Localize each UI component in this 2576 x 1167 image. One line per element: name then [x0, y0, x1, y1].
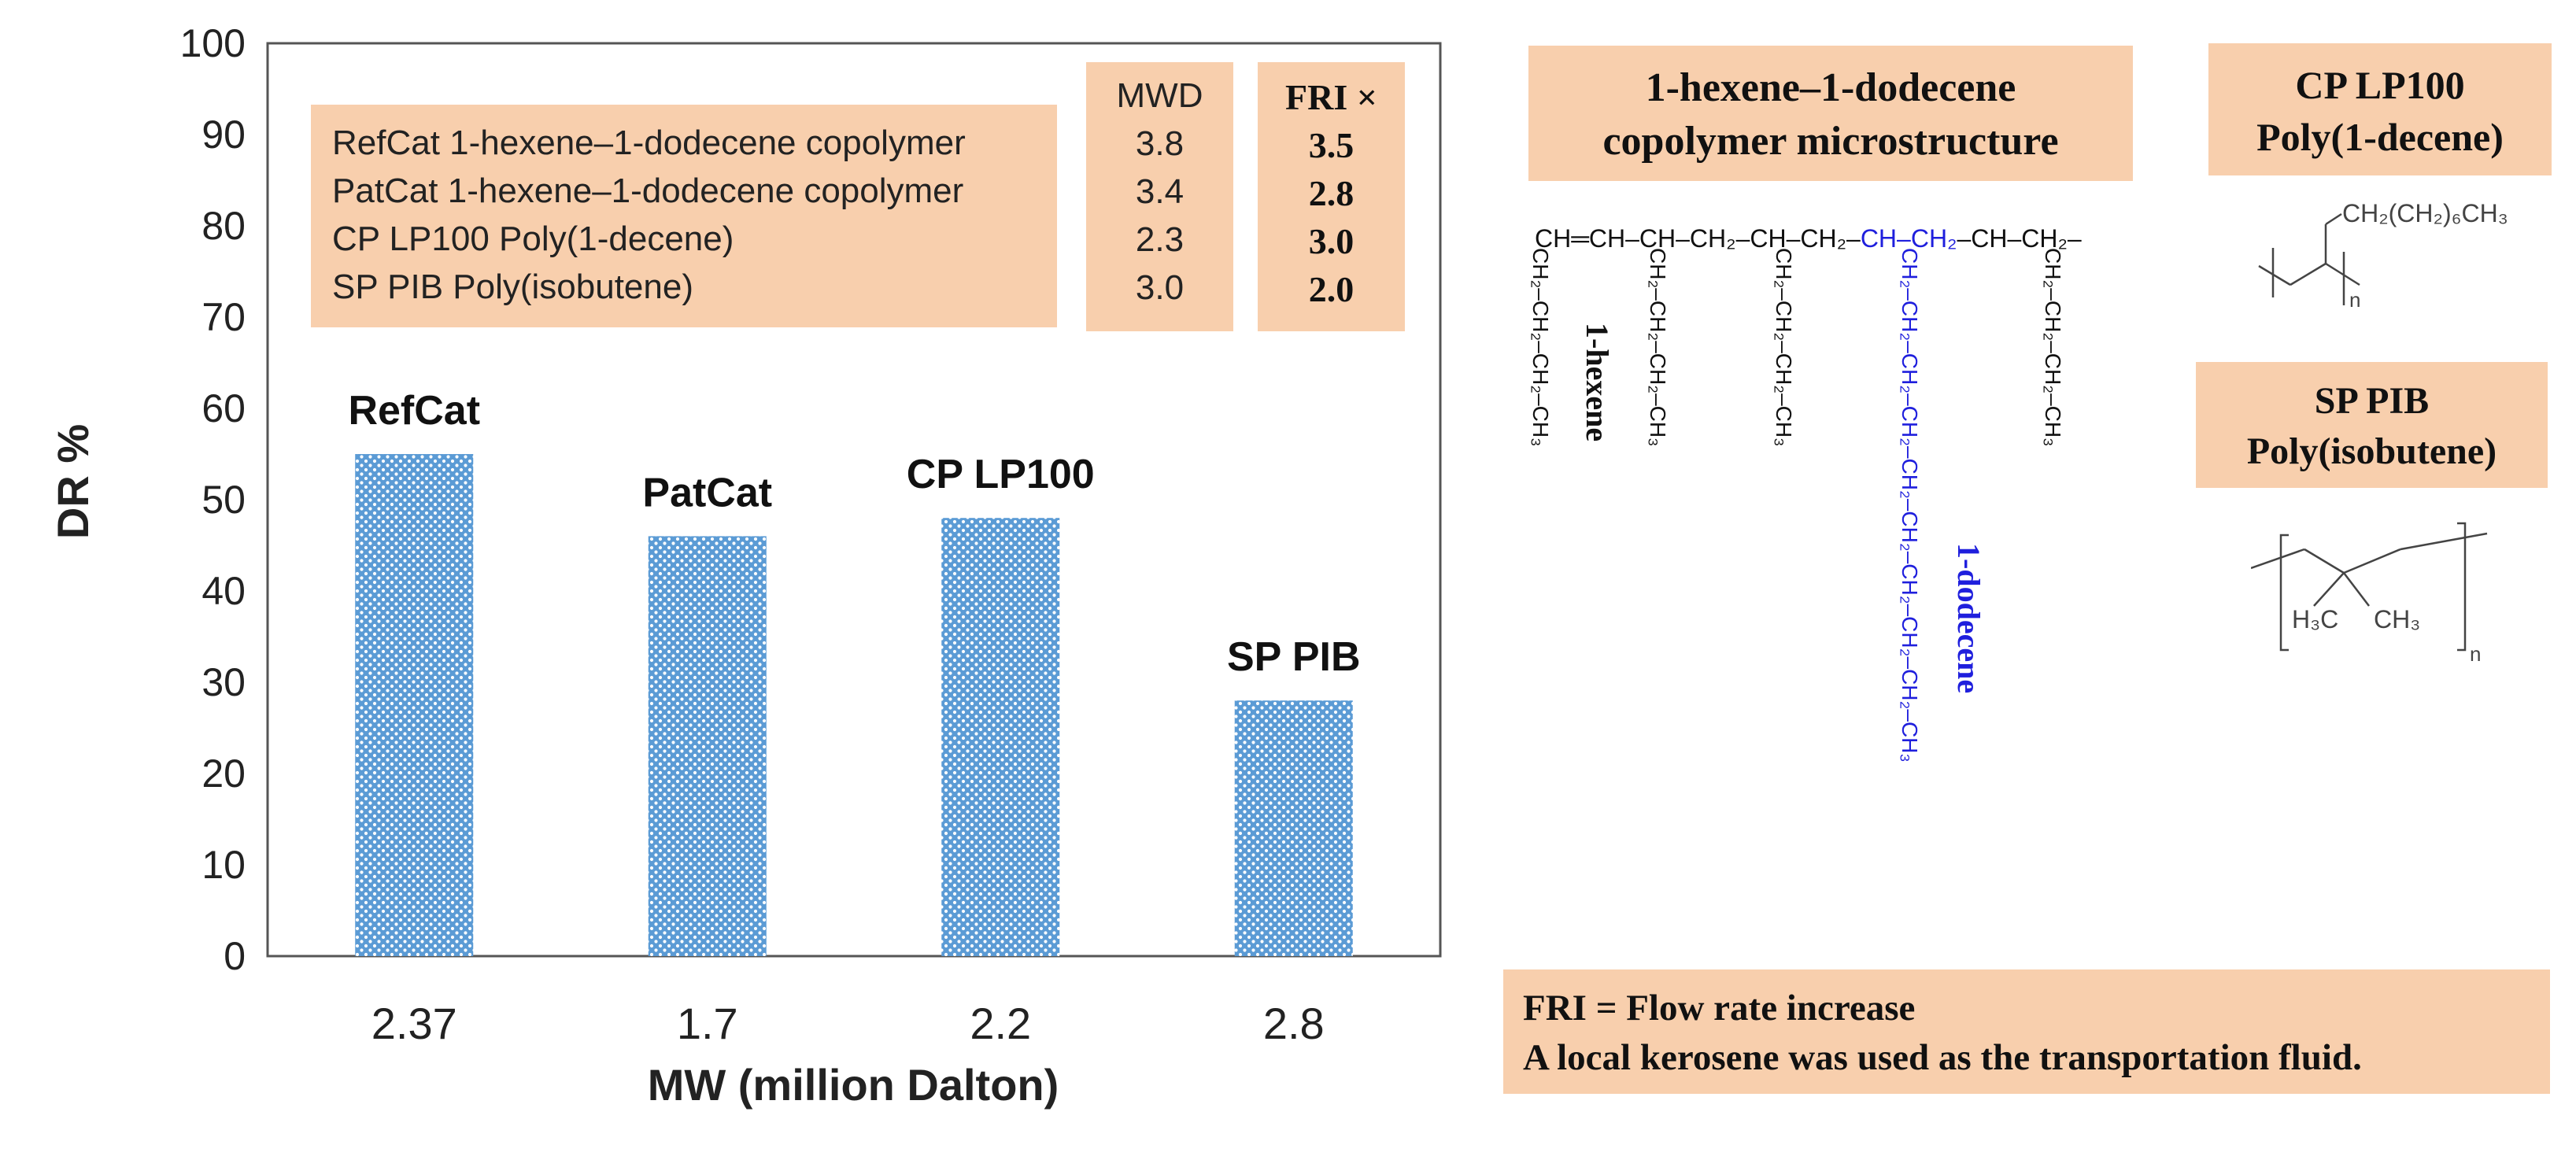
bar-label: PatCat: [642, 470, 772, 515]
fri-value: 3.5: [1308, 125, 1355, 165]
cp-lp100-subtitle: Poly(1-decene): [2256, 115, 2504, 159]
fri-value: 3.0: [1308, 221, 1355, 261]
bar: [941, 518, 1060, 956]
y-tick-label: 40: [201, 569, 246, 613]
pib-methyl-right: CH₃: [2374, 605, 2420, 633]
fri-value: 2.0: [1308, 269, 1355, 309]
y-tick-label: 20: [201, 752, 246, 796]
y-axis-label: DR %: [48, 424, 98, 539]
x-axis-label: MW (million Dalton): [648, 1060, 1059, 1110]
y-tick-label: 10: [201, 843, 246, 887]
hexene-chain-2: CH₂–CH₂–CH₂–CH₃: [1646, 248, 1670, 447]
fri-value: 2.8: [1308, 173, 1355, 213]
x-tick-label: 1.7: [677, 999, 738, 1048]
y-tick-label: 100: [180, 21, 246, 65]
sp-pib-box: SP PIB Poly(isobutene): [2196, 362, 2548, 488]
backbone-tail: –CH–CH₂–: [1957, 224, 2082, 253]
bar-label: CP LP100: [907, 452, 1095, 497]
mwd-column: MWD 3.8 3.4 2.3 3.0: [1086, 62, 1233, 331]
y-tick-label: 0: [224, 934, 246, 978]
legend-line-cplp100: CP LP100 Poly(1-decene): [332, 220, 734, 258]
x-tick-label: 2.37: [371, 999, 457, 1048]
poly-isobutene-structure: H₃C CH₃ n: [2251, 522, 2488, 666]
copolymer-title-line1: 1-hexene–1-dodecene: [1645, 65, 2016, 110]
plot-area: [266, 42, 1442, 958]
y-tick-label: 70: [201, 295, 246, 339]
hexene-chain-4: CH₂–CH₂–CH₂–CH₃: [2041, 248, 2065, 447]
mwd-value: 3.0: [1135, 268, 1185, 307]
bar-label: RefCat: [348, 388, 480, 434]
bar-label: SP PIB: [1227, 634, 1361, 680]
bar: [355, 454, 474, 956]
dodecene-label: 1-dodecene: [1951, 543, 1987, 694]
poly-decene-structure: CH₂(CH₂)₆CH₃ n: [2258, 199, 2508, 312]
y-axis-ticks: 0 10 20 30 40 50 60 70 80 90 100: [180, 21, 246, 978]
copolymer-title-line2: copolymer microstructure: [1602, 119, 2059, 164]
pib-n-subscript: n: [2470, 642, 2481, 666]
backbone-blue: CH–CH₂: [1860, 224, 1957, 253]
cp-lp100-box: CP LP100 Poly(1-decene): [2208, 43, 2552, 175]
x-tick-label: 2.8: [1263, 999, 1325, 1048]
bar: [1234, 700, 1353, 956]
hexene-label: 1-hexene: [1580, 323, 1615, 442]
mwd-value: 2.3: [1135, 220, 1185, 259]
bar: [648, 536, 767, 956]
note-line-1: FRI = Flow rate increase: [1523, 988, 1916, 1029]
mwd-header: MWD: [1116, 76, 1203, 115]
sp-pib-title: SP PIB: [2314, 380, 2430, 422]
mwd-value: 3.8: [1135, 124, 1185, 163]
sp-pib-subtitle: Poly(isobutene): [2246, 430, 2497, 472]
legend-line-sppib: SP PIB Poly(isobutene): [332, 268, 693, 306]
decene-n-subscript: n: [2349, 288, 2360, 312]
legend-line-refcat: RefCat 1-hexene–1-dodecene copolymer: [332, 124, 966, 162]
bars: RefCat PatCat CP LP100 SP PIB: [348, 388, 1361, 956]
x-tick-label: 2.2: [970, 999, 1031, 1048]
y-tick-label: 60: [201, 386, 246, 430]
copolymer-microstructure: CH═CH–CH–CH₂–CH–CH₂–CH–CH₂–CH–CH₂– CH₂–C…: [1528, 224, 2149, 932]
hexene-chain-3: CH₂–CH₂–CH₂–CH₃: [1772, 248, 1796, 447]
cp-lp100-title: CP LP100: [2295, 63, 2465, 107]
backbone-black: CH═CH–CH–CH₂–CH–CH₂–: [1535, 224, 1861, 253]
dodecene-chain: CH₂–CH₂–CH₂–CH₂–CH₂–CH₂–CH₂–CH₂–CH₂–CH₃: [1898, 248, 1922, 763]
bar-chart: 0 10 20 30 40 50 60 70 80 90 100 RefCat PatCat CP LP…: [48, 21, 1442, 1110]
fri-column: FRI × 3.5 2.8 3.0 2.0: [1258, 62, 1405, 331]
y-tick-label: 80: [201, 204, 246, 248]
x-axis-ticks: 2.37 1.7 2.2 2.8: [371, 999, 1325, 1048]
decene-side-chain: CH₂(CH₂)₆CH₃: [2342, 199, 2508, 227]
pib-methyl-left: H₃C: [2292, 605, 2338, 633]
legend-line-patcat: PatCat 1-hexene–1-dodecene copolymer: [332, 172, 964, 210]
y-tick-label: 50: [201, 478, 246, 522]
note-line-2: A local kerosene was used as the transpo…: [1523, 1037, 2362, 1078]
copolymer-title-box: 1-hexene–1-dodecene copolymer microstruc…: [1528, 46, 2133, 181]
backbone-formula: CH═CH–CH–CH₂–CH–CH₂–CH–CH₂–CH–CH₂–: [1535, 224, 2082, 253]
fri-header: FRI ×: [1285, 77, 1377, 117]
mwd-value: 3.4: [1135, 172, 1185, 211]
note-box: FRI = Flow rate increase A local kerosen…: [1503, 969, 2550, 1094]
y-tick-label: 90: [201, 113, 246, 157]
plot-border: [266, 42, 1442, 958]
y-tick-label: 30: [201, 660, 246, 704]
hexene-chain-1: CH₂–CH₂–CH₂–CH₃: [1528, 248, 1553, 447]
legend-box: RefCat 1-hexene–1-dodecene copolymer Pat…: [311, 105, 1057, 327]
